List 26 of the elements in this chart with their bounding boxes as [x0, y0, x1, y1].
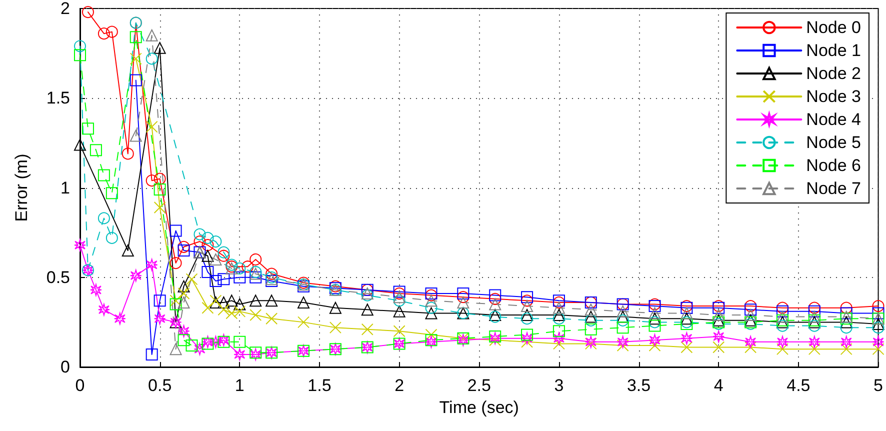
x-tick-label: 4 [714, 376, 724, 395]
x-tick-label: 5 [874, 376, 884, 395]
x-tick-label: 3.5 [626, 376, 651, 395]
x-tick-label: 0.5 [148, 376, 172, 395]
legend-label: Node 2 [806, 64, 862, 83]
x-axis-title: Time (sec) [439, 398, 519, 417]
legend-label: Node 5 [806, 133, 862, 152]
y-tick-label: 2 [60, 0, 70, 18]
x-tick-label: 2.5 [467, 376, 491, 395]
y-axis-title: Error (m) [12, 154, 31, 222]
x-tick-label: 1.5 [308, 376, 332, 395]
y-tick-label: 0.5 [46, 268, 70, 287]
legend-label: Node 3 [806, 87, 862, 106]
x-tick-label: 1 [234, 376, 244, 395]
y-tick-label: 1 [60, 178, 70, 198]
legend-label: Node 1 [806, 41, 862, 60]
y-tick-label: 1.5 [46, 88, 70, 108]
legend-label: Node 7 [806, 179, 862, 198]
legend-label: Node 6 [806, 156, 862, 175]
x-tick-label: 3 [554, 376, 564, 395]
x-tick-label: 4.5 [786, 376, 810, 395]
legend-label: Node 0 [806, 18, 862, 37]
x-tick-label: 2 [394, 376, 404, 395]
x-tick-label: 0 [75, 376, 85, 395]
y-tick-label: 0 [60, 358, 70, 376]
legend-label: Node 4 [806, 110, 862, 129]
